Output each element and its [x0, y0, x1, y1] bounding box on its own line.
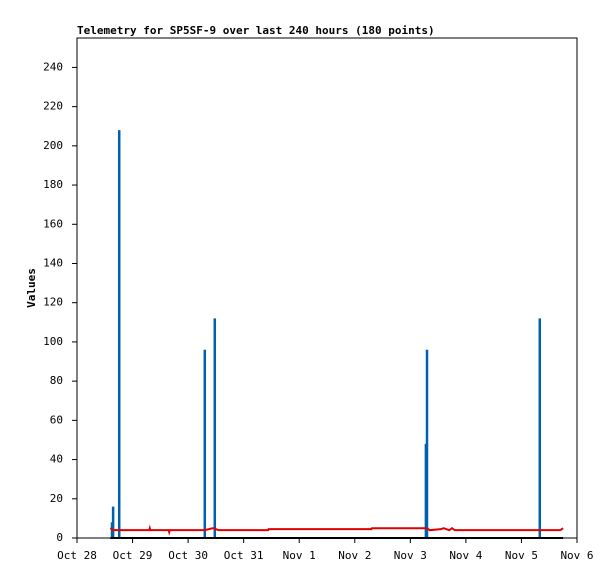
y-tick-label: 40 — [50, 453, 63, 466]
y-tick-label: 60 — [50, 413, 63, 426]
x-tick-label: Oct 29 — [113, 549, 153, 562]
x-tick-label: Oct 30 — [168, 549, 208, 562]
chart-title: Telemetry for SP5SF-9 over last 240 hour… — [77, 24, 435, 37]
x-tick-label: Nov 6 — [560, 549, 593, 562]
y-tick-label: 160 — [43, 217, 63, 230]
x-tick-label: Nov 5 — [505, 549, 538, 562]
y-axis-label: Values — [25, 268, 38, 308]
y-tick-label: 120 — [43, 296, 63, 309]
y-tick-label: 100 — [43, 335, 63, 348]
y-tick-label: 240 — [43, 60, 63, 73]
series-line — [109, 524, 564, 536]
x-tick-label: Oct 31 — [224, 549, 264, 562]
y-tick-label: 200 — [43, 139, 63, 152]
x-tick-label: Nov 4 — [449, 549, 482, 562]
y-tick-label: 20 — [50, 492, 63, 505]
y-tick-label: 180 — [43, 178, 63, 191]
x-tick-label: Oct 28 — [57, 549, 97, 562]
y-tick-label: 220 — [43, 100, 63, 113]
y-tick-label: 80 — [50, 374, 63, 387]
y-tick-label: 0 — [56, 531, 63, 544]
x-tick-label: Nov 3 — [394, 549, 427, 562]
y-tick-label: 140 — [43, 256, 63, 269]
x-tick-label: Nov 1 — [283, 549, 316, 562]
x-tick-label: Nov 2 — [338, 549, 371, 562]
